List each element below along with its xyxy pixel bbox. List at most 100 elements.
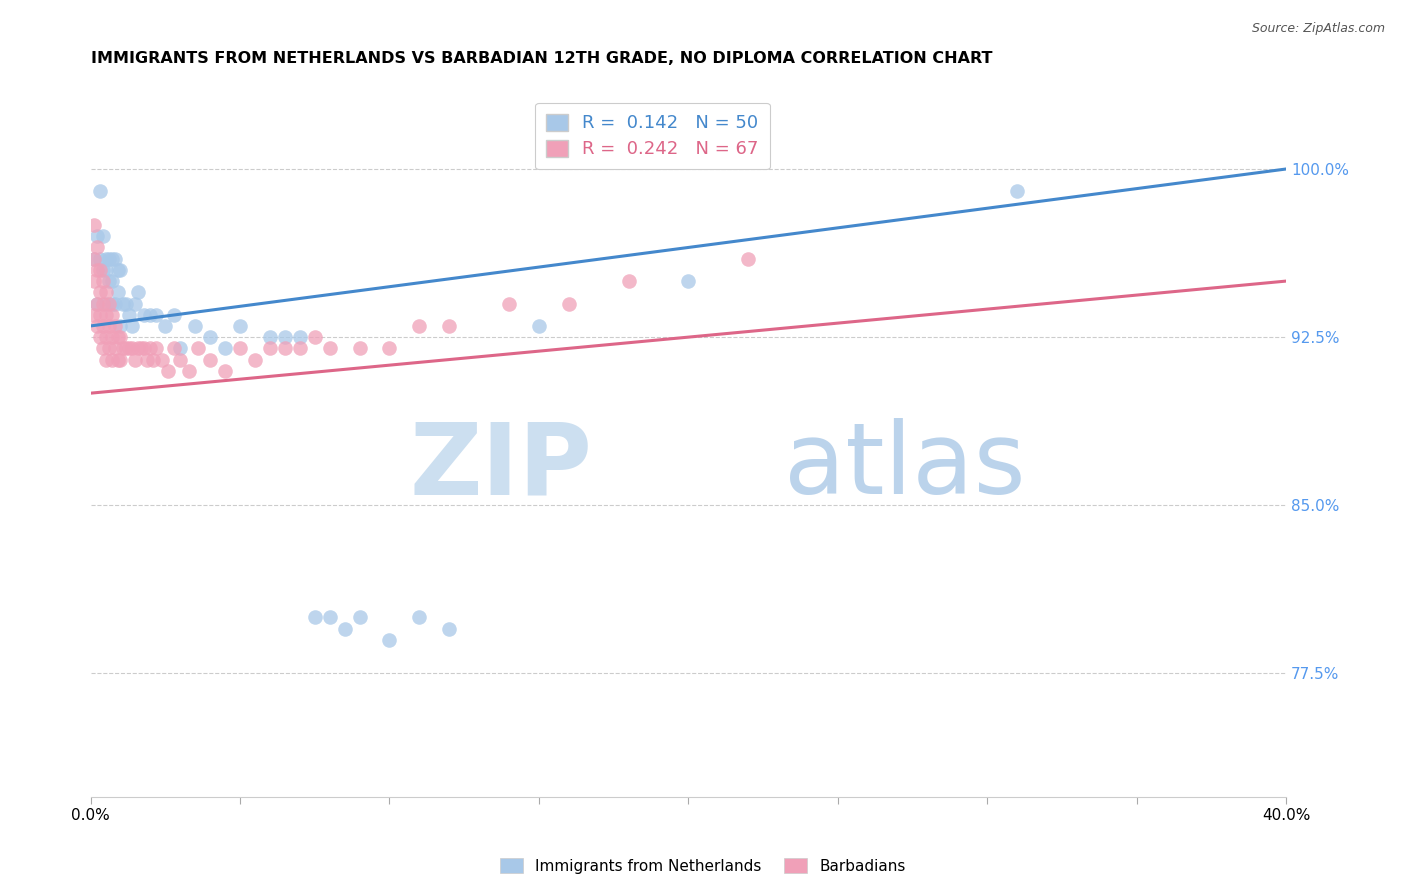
Point [617,274,640,288]
Point [97,296,120,310]
Point [408,318,430,333]
Point [558,296,581,310]
Point [527,318,550,333]
Point [100,252,122,266]
Text: Source: ZipAtlas.com: Source: ZipAtlas.com [1251,22,1385,36]
Point [107,285,129,300]
Point [86,240,108,254]
Point [304,330,326,344]
Point [134,308,156,322]
Point [91,342,114,356]
Point [94,285,117,300]
Point [214,364,236,378]
Point [83,274,105,288]
Point [110,330,132,344]
Point [89,252,111,266]
Point [94,308,117,322]
Point [103,296,125,310]
Point [288,342,311,356]
Point [274,330,297,344]
Point [83,252,105,266]
Point [139,342,162,356]
Point [349,610,371,624]
Point [163,342,186,356]
Point [318,610,340,624]
Point [150,352,173,367]
Point [131,342,153,356]
Point [179,364,201,378]
Point [439,622,461,636]
Point [94,352,117,367]
Point [121,342,143,356]
Point [157,364,180,378]
Text: IMMIGRANTS FROM NETHERLANDS VS BARBADIAN 12TH GRADE, NO DIPLOMA CORRELATION CHAR: IMMIGRANTS FROM NETHERLANDS VS BARBADIAN… [90,51,993,66]
Point [115,296,138,310]
Point [349,342,371,356]
Point [103,342,125,356]
Point [115,342,138,356]
Point [333,622,356,636]
Point [498,296,520,310]
Point [97,342,120,356]
Point [112,342,135,356]
Point [184,318,207,333]
Point [229,342,252,356]
Point [103,318,125,333]
Point [89,330,111,344]
Point [83,308,105,322]
Point [107,330,129,344]
Point [100,352,122,367]
Point [107,263,129,277]
Point [89,263,111,277]
Point [127,285,149,300]
Point [1005,185,1028,199]
Point [198,352,221,367]
Point [163,308,186,322]
Point [155,318,177,333]
Point [100,330,122,344]
Point [100,296,122,310]
Point [86,229,108,244]
Point [134,342,156,356]
Point [198,330,221,344]
Text: ZIP: ZIP [409,418,593,516]
Point [100,308,122,322]
Point [89,185,111,199]
Point [86,296,108,310]
Point [169,352,191,367]
Point [94,296,117,310]
Point [91,296,114,310]
Point [83,218,105,232]
Point [97,274,120,288]
Point [318,342,340,356]
Point [408,610,430,624]
Point [86,263,108,277]
Point [378,342,401,356]
Point [97,318,120,333]
Point [83,252,105,266]
Point [214,342,236,356]
Point [259,330,281,344]
Point [86,296,108,310]
Point [304,610,326,624]
Point [97,252,120,266]
Point [142,352,165,367]
Point [118,342,141,356]
Point [91,263,114,277]
Point [139,308,162,322]
Point [100,274,122,288]
Point [94,330,117,344]
Point [89,285,111,300]
Point [110,318,132,333]
Point [110,263,132,277]
Point [678,274,700,288]
Point [274,342,297,356]
Point [91,229,114,244]
Legend: R =  0.142   N = 50, R =  0.242   N = 67: R = 0.142 N = 50, R = 0.242 N = 67 [536,103,769,169]
Point [107,352,129,367]
Point [124,352,146,367]
Point [229,318,252,333]
Point [378,632,401,647]
Point [243,352,266,367]
Point [94,252,117,266]
